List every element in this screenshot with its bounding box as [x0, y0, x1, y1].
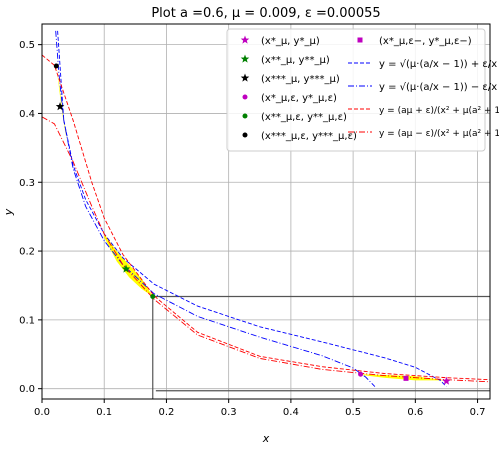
- x-tick-label: 0.1: [96, 407, 112, 418]
- series-line-2: [42, 54, 490, 381]
- x-tick-label: 0.7: [470, 407, 486, 418]
- x-tick-label: 0.2: [158, 407, 174, 418]
- legend-label-series-1: y = √(μ·(a/x − 1)) − ε/x: [379, 82, 497, 93]
- plot-frame: [41, 23, 491, 400]
- legend-label-xmueps: (x*_μ,ε, y*_μ,ε): [261, 93, 337, 104]
- legend-marker-star-magenta: [240, 35, 250, 44]
- series-lines: [42, 30, 490, 387]
- legend: (x*_μ, y*_μ) (x**_μ, y**_μ) (x***_μ, y**…: [226, 28, 499, 152]
- chart-title: Plot a =0.6, μ = 0.009, ε =0.00055: [151, 6, 380, 21]
- legend-label-xmueps3: (x***_μ,ε, y***_μ,ε): [261, 131, 357, 142]
- y-tick-label: 0.5: [19, 40, 35, 51]
- point-star-1: [121, 264, 131, 273]
- legend-label-xmu: (x*_μ, y*_μ): [261, 36, 320, 47]
- point-dot-3: [358, 371, 364, 377]
- y-axis-label: y: [2, 208, 15, 216]
- y-tick-label: 0.0: [19, 384, 35, 395]
- x-tick-label: 0.5: [345, 407, 361, 418]
- y-tick-label: 0.1: [19, 315, 35, 326]
- x-tick-label: 0.6: [407, 407, 423, 418]
- legend-marker-dot-black: [242, 132, 248, 138]
- series-line-3: [42, 116, 490, 383]
- point-square-6: [403, 375, 409, 381]
- y-tick-label: 0.3: [19, 178, 35, 189]
- x-tick-label: 0.4: [283, 407, 299, 418]
- legend-label-series-0: y = √(μ·(a/x − 1)) + ε/x: [379, 59, 497, 70]
- y-tick-label: 0.2: [19, 247, 35, 258]
- x-tick-label: 0.3: [221, 407, 237, 418]
- legend-label-series-3: y = (aμ − ε)/(x² + μ(a² + 1)): [379, 129, 499, 139]
- point-dot-5: [53, 63, 59, 69]
- legend-marker-star-green: [240, 54, 250, 63]
- series-line-0: [57, 30, 447, 387]
- guide-lines: [152, 295, 490, 399]
- y-tick-label: 0.4: [19, 109, 35, 120]
- legend-label-xmueps2: (x**_μ,ε, y**_μ,ε): [261, 112, 347, 123]
- series-line-1: [55, 30, 376, 387]
- legend-label-xmu3: (x***_μ, y***_μ): [261, 74, 340, 85]
- x-axis-label: x: [262, 432, 270, 445]
- legend-label-xmu2: (x**_μ, y**_μ): [261, 55, 330, 66]
- point-star-0: [442, 376, 451, 385]
- point-dot-4: [150, 293, 156, 299]
- legend-box: [226, 28, 486, 152]
- legend-label-xmueps-minus: (x*_μ,ε−, y*_μ,ε−): [379, 36, 472, 47]
- x-tick-label: 0.0: [34, 407, 50, 418]
- shaded-region-0: [56, 66, 67, 141]
- point-star-2: [55, 102, 65, 111]
- legend-marker-dot-green: [242, 113, 248, 119]
- axis-ticks: 0.0 0.1 0.2 0.3 0.4 0.5 0.6 0.7 0.0 0.1 0.2 0.3 0.4 0…: [19, 40, 485, 418]
- marker-points: [53, 63, 451, 385]
- legend-marker-star-black: [240, 73, 250, 82]
- legend-marker-dot-magenta: [242, 94, 248, 100]
- legend-label-series-2: y = (aμ + ε)/(x² + μ(a² + 1)): [379, 106, 499, 116]
- legend-marker-square-magenta: [357, 37, 363, 43]
